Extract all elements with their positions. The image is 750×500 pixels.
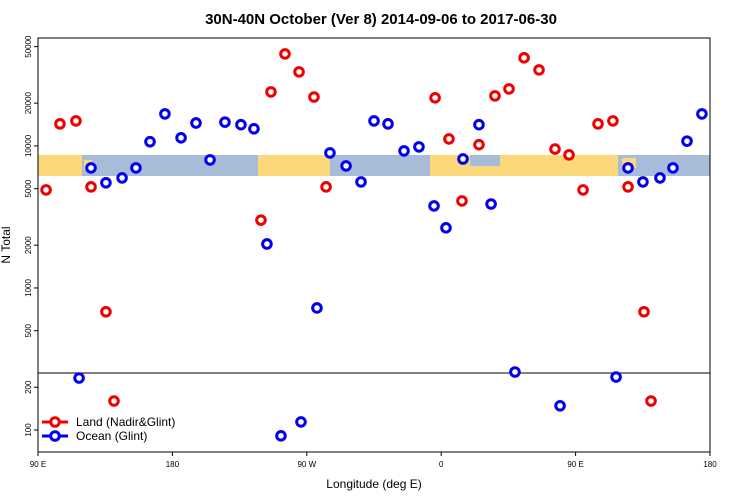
point: [275, 430, 287, 442]
point: [235, 118, 247, 131]
point: [70, 115, 82, 127]
point: [457, 153, 469, 165]
point: [261, 238, 273, 250]
legend-marker: [49, 416, 61, 428]
point: [85, 162, 97, 174]
point: [40, 184, 52, 196]
point: [340, 160, 352, 172]
point: [204, 154, 216, 166]
point: [159, 108, 171, 120]
legend-marker: [49, 430, 61, 442]
legend-label: Land (Nadir&Glint): [76, 415, 175, 429]
y-tick-label: 500: [24, 323, 33, 337]
point: [144, 135, 156, 148]
point: [696, 108, 708, 120]
chart-title: 30N-40N October (Ver 8) 2014-09-06 to 20…: [205, 11, 557, 28]
point: [130, 162, 142, 174]
legend-label: Ocean (Glint): [76, 429, 147, 443]
point: [324, 147, 336, 159]
point: [485, 198, 497, 210]
point: [265, 86, 277, 98]
point: [398, 145, 410, 157]
point: [311, 302, 323, 314]
point: [443, 133, 455, 145]
x-tick-label: 180: [703, 460, 717, 469]
point: [638, 305, 650, 318]
point: [518, 52, 530, 64]
point: [637, 176, 649, 188]
plot-frame: [37, 37, 711, 453]
y-tick-label: 10000: [24, 134, 33, 157]
point: [293, 66, 305, 78]
y-tick-label: 100: [24, 423, 33, 437]
x-tick-label: 90 E: [567, 460, 583, 469]
point: [248, 122, 260, 135]
point: [73, 372, 85, 384]
point: [554, 400, 566, 412]
y-tick-label: 50000: [24, 35, 33, 58]
point: [308, 91, 320, 103]
y-tick-label: 200: [24, 380, 33, 394]
point: [255, 214, 267, 226]
point: [295, 416, 307, 428]
point: [320, 181, 332, 193]
point: [563, 149, 575, 161]
legend-item: Ocean (Glint): [42, 429, 147, 443]
point: [116, 172, 128, 184]
y-tick-label: 5000: [24, 179, 33, 197]
point: [622, 162, 634, 174]
point: [489, 90, 501, 102]
point: [473, 118, 485, 131]
point: [428, 200, 440, 212]
point: [429, 92, 441, 104]
y-tick-label: 2000: [24, 236, 33, 254]
point: [368, 115, 380, 127]
y-tick-label: 20000: [24, 91, 33, 114]
point: [100, 176, 112, 189]
point: [355, 176, 367, 188]
point: [473, 138, 485, 151]
point: [108, 395, 120, 407]
point: [607, 115, 619, 127]
point: [175, 132, 187, 144]
point: [577, 184, 589, 196]
y-axis-label: N Total: [0, 226, 13, 263]
x-axis-label: Longitude (deg E): [326, 477, 421, 491]
x-tick-label: 180: [166, 460, 180, 469]
point: [533, 64, 545, 76]
point: [456, 195, 468, 207]
point: [549, 143, 561, 155]
legend-item: Land (Nadir&Glint): [42, 415, 175, 429]
point: [503, 83, 515, 95]
point: [667, 162, 679, 174]
point: [279, 48, 291, 60]
point: [654, 172, 666, 184]
point: [54, 118, 66, 130]
point: [100, 305, 112, 318]
point: [592, 118, 604, 130]
point: [190, 117, 202, 129]
point: [509, 366, 521, 378]
point: [85, 181, 97, 193]
point: [610, 371, 622, 383]
point: [645, 395, 657, 407]
x-tick-label: 0: [439, 460, 444, 469]
point: [413, 141, 425, 153]
x-tick-label: 90 E: [30, 460, 46, 469]
y-tick-label: 1000: [24, 279, 33, 297]
point: [681, 135, 693, 147]
point: [219, 116, 231, 128]
point: [622, 181, 634, 193]
point: [440, 222, 452, 234]
point: [382, 118, 394, 130]
x-tick-label: 90 W: [297, 460, 316, 469]
